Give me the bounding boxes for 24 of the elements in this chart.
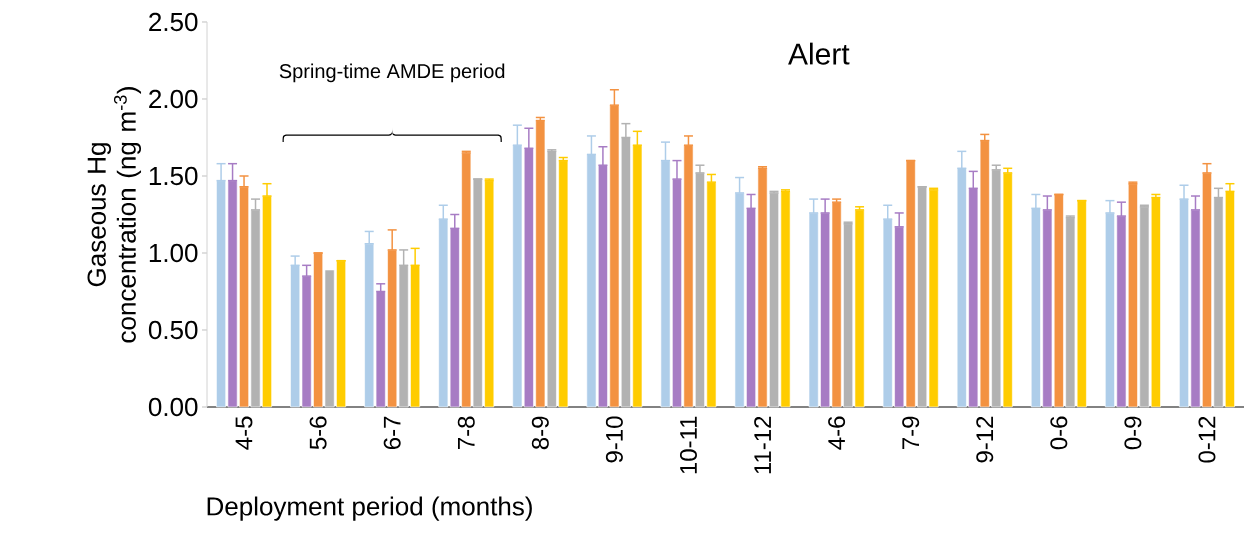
x-tick-label: 9-12	[976, 416, 994, 463]
x-tick-label: 4-5	[235, 416, 253, 450]
y-tick-label: 0.00	[148, 397, 198, 417]
x-tick-label: 0-9	[1124, 416, 1142, 450]
x-tick-label: 6-7	[383, 416, 401, 449]
x-tick-label: 7-9	[902, 416, 920, 449]
x-tick-label: 11-12	[754, 416, 771, 474]
y-axis-title: Gaseous Hg concentration (ng m$^{-3}$)	[87, 87, 142, 343]
x-tick-label: 7-8	[457, 416, 475, 449]
annotation: Spring-time AMDE period	[279, 63, 505, 83]
x-tick-label: 0-12	[1198, 416, 1216, 463]
x-tick-label: 8-9	[531, 416, 549, 450]
x-tick-label: 5-6	[309, 416, 327, 450]
y-tick-label: 1.50	[149, 166, 198, 186]
y-tick-label: 2.50	[149, 12, 198, 32]
y-tick-label: 1.00	[149, 243, 198, 263]
x-tick-label: 4-6	[828, 416, 846, 450]
text: Alert	[788, 42, 850, 65]
x-tick-label: 0-6	[1050, 416, 1068, 450]
y-tick-label: 2.00	[149, 89, 198, 109]
x-axis-title: Deployment period (months)	[207, 496, 532, 521]
x-tick-label: 10-11	[679, 416, 697, 474]
x-tick-label: 9-10	[605, 416, 623, 463]
y-tick-label: 0.50	[148, 320, 198, 340]
